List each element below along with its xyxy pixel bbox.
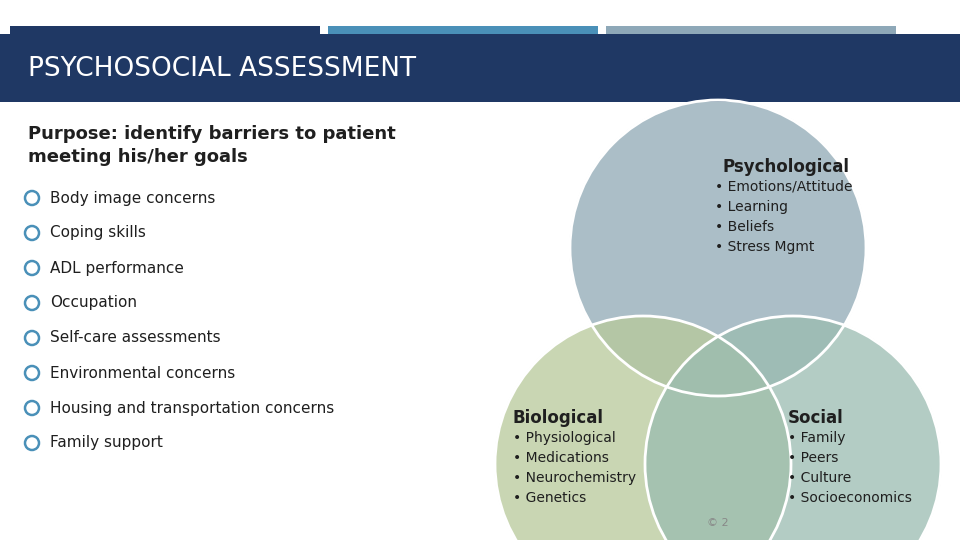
Text: • Culture: • Culture — [788, 471, 852, 485]
Text: • Family: • Family — [788, 431, 846, 445]
Text: PSYCHOSOCIAL ASSESSMENT: PSYCHOSOCIAL ASSESSMENT — [28, 56, 416, 82]
Text: • Beliefs: • Beliefs — [715, 220, 774, 234]
Text: • Emotions/Attitude: • Emotions/Attitude — [715, 180, 852, 194]
Text: Purpose: identify barriers to patient
meeting his/her goals: Purpose: identify barriers to patient me… — [28, 125, 396, 166]
Bar — [0, 34, 960, 102]
Text: ADL performance: ADL performance — [50, 260, 184, 275]
Text: © 2: © 2 — [708, 518, 729, 528]
Circle shape — [645, 316, 941, 540]
Text: Coping skills: Coping skills — [50, 226, 146, 240]
Text: • Learning: • Learning — [715, 200, 788, 214]
Text: • Genetics: • Genetics — [513, 491, 587, 505]
Text: • Socioeconomics: • Socioeconomics — [788, 491, 912, 505]
Text: • Peers: • Peers — [788, 451, 838, 465]
Text: • Stress Mgmt: • Stress Mgmt — [715, 240, 814, 254]
Text: • Physiological: • Physiological — [513, 431, 615, 445]
Bar — [10, 26, 320, 34]
Bar — [606, 26, 896, 34]
Text: Social: Social — [788, 409, 844, 427]
Circle shape — [495, 316, 791, 540]
Text: • Medications: • Medications — [513, 451, 609, 465]
Bar — [328, 26, 598, 34]
Text: Psychological: Psychological — [723, 158, 850, 176]
Text: Body image concerns: Body image concerns — [50, 191, 215, 206]
Text: Occupation: Occupation — [50, 295, 137, 310]
Text: Family support: Family support — [50, 435, 163, 450]
Circle shape — [570, 100, 866, 396]
Text: Environmental concerns: Environmental concerns — [50, 366, 235, 381]
Text: • Neurochemistry: • Neurochemistry — [513, 471, 636, 485]
Text: Biological: Biological — [513, 409, 604, 427]
Text: Self-care assessments: Self-care assessments — [50, 330, 221, 346]
Text: Housing and transportation concerns: Housing and transportation concerns — [50, 401, 334, 415]
